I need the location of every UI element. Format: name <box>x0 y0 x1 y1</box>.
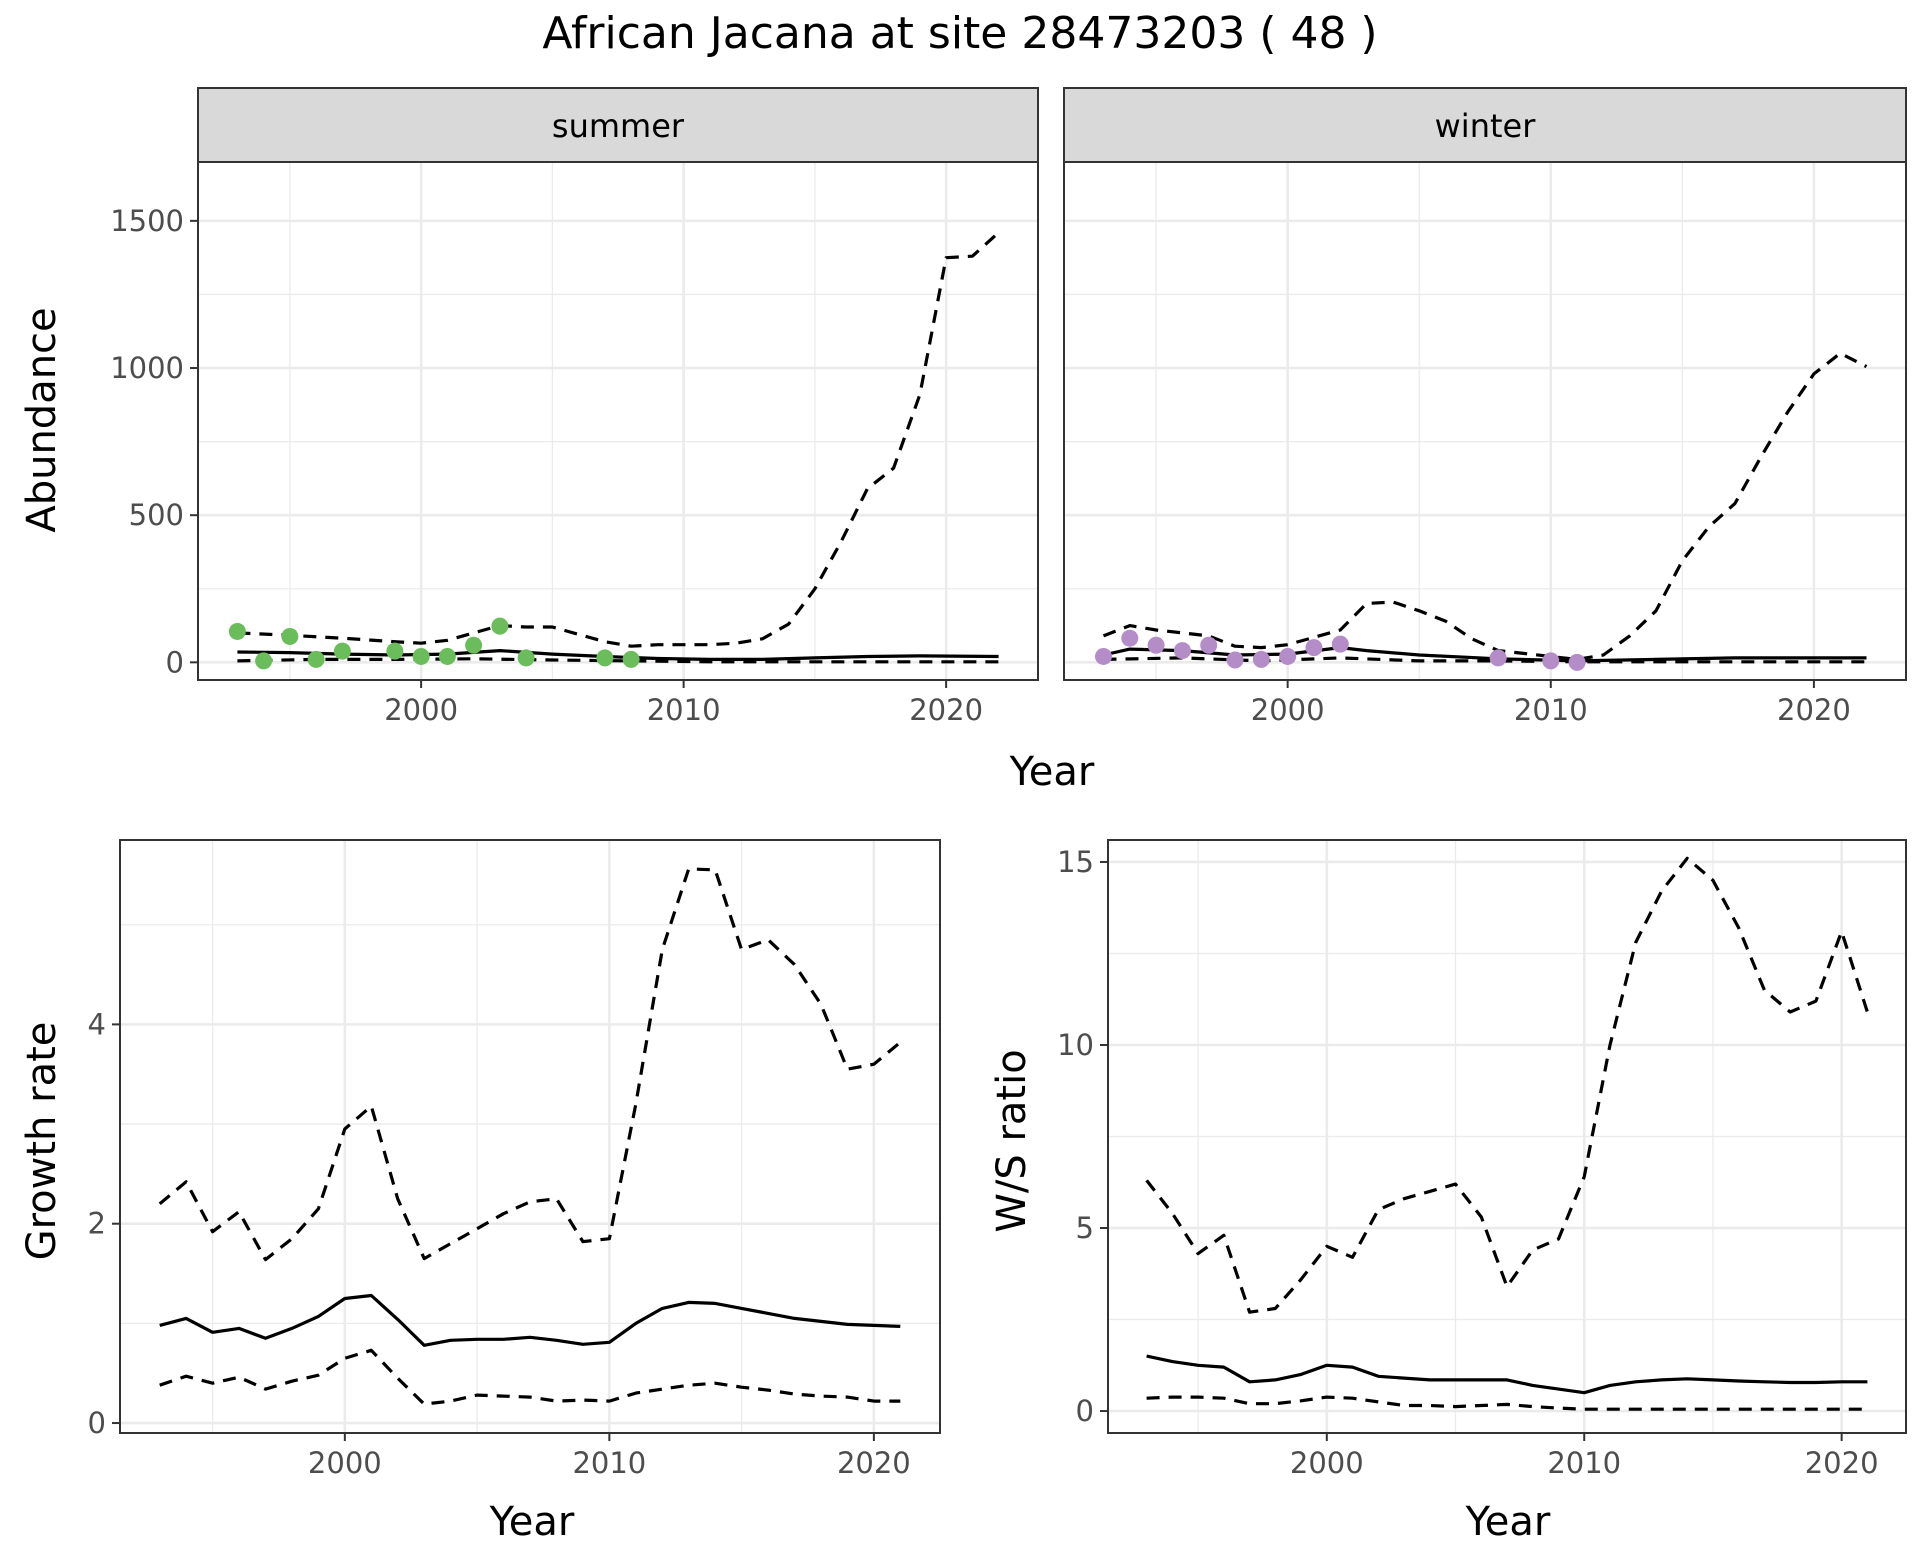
summer-y-tick-label: 1000 <box>110 351 184 385</box>
ratio-y-tick-label: 10 <box>1057 1028 1094 1062</box>
winter-data-point <box>1147 636 1165 654</box>
growth-x-tick-label: 2020 <box>837 1446 911 1480</box>
winter-data-point <box>1252 650 1270 668</box>
summer-data-point <box>386 642 404 660</box>
growth-y-tick-label: 0 <box>88 1406 106 1440</box>
ratio-dashed-line-1 <box>1145 856 1869 1314</box>
winter-plot-area: 2000 2010 2020 <box>1063 161 1907 727</box>
summer-data-point <box>465 636 483 654</box>
winter-data-point <box>1331 635 1349 653</box>
ratio-panel-border <box>1107 839 1907 1434</box>
summer-data-point <box>412 647 430 665</box>
growth-solid-line-0 <box>159 1293 901 1347</box>
ratio-y-tick-label: 5 <box>1076 1211 1094 1245</box>
summer-y-tick-label: 0 <box>166 645 184 679</box>
summer-data-point <box>622 650 640 668</box>
summer-strip-label: summer <box>552 107 685 145</box>
winter-data-point <box>1226 651 1244 669</box>
summer-data-point <box>438 647 456 665</box>
abundance-y-label: Abundance <box>19 307 65 532</box>
growth-x-tick-label: 2000 <box>308 1446 382 1480</box>
winter-strip <box>1063 87 1907 163</box>
ws-ratio-y-label: W/S ratio <box>989 1049 1035 1232</box>
summer-x-tick-label: 2000 <box>384 693 458 727</box>
growth-y-tick-label: 4 <box>88 1007 106 1041</box>
winter-data-point <box>1305 639 1323 657</box>
winter-data-point <box>1489 649 1507 667</box>
summer-plot-area: 2000 2010 2020 0 500 1000 1500 <box>110 161 1039 727</box>
winter-panel-border <box>1063 161 1907 681</box>
summer-x-tick-label: 2010 <box>647 693 721 727</box>
growth-rate-y-label: Growth rate <box>19 1022 65 1261</box>
ratio-x-tick-label: 2000 <box>1290 1446 1364 1480</box>
summer-data-point <box>307 650 325 668</box>
summer-y-tick-label: 500 <box>129 498 184 532</box>
summer-data-point <box>491 617 509 635</box>
winter-strip-label: winter <box>1435 107 1537 145</box>
ratio-dashed-line-2 <box>1146 1395 1868 1411</box>
summer-panel: summer 2000 2010 2020 0 500 1000 1500 <box>110 87 1039 727</box>
growth-rate-chart: 2000 2010 2020 0 2 4 Growth rate Year <box>19 839 941 1545</box>
winter-data-point <box>1094 647 1112 665</box>
winter-data-point <box>1200 636 1218 654</box>
growth-rate-x-label: Year <box>489 1499 575 1545</box>
summer-data-point <box>596 649 614 667</box>
growth-rate-plot-area: 2000 2010 2020 0 2 4 <box>88 839 941 1480</box>
ratio-x-tick-label: 2020 <box>1805 1446 1879 1480</box>
ratio-x-tick-label: 2010 <box>1547 1446 1621 1480</box>
summer-dashed-line-1 <box>237 231 1000 648</box>
winter-data-point <box>1279 647 1297 665</box>
summer-data-point <box>517 649 535 667</box>
summer-strip <box>197 87 1039 163</box>
ws-ratio-plot-area: 2000 2010 2020 0 5 10 15 <box>1057 839 1907 1480</box>
winter-x-tick-label: 2020 <box>1777 693 1851 727</box>
summer-y-tick-label: 1500 <box>110 204 184 238</box>
ratio-y-tick-label: 0 <box>1076 1394 1094 1428</box>
winter-data-point <box>1568 653 1586 671</box>
winter-data-point <box>1542 652 1560 670</box>
winter-dashed-line-1 <box>1102 351 1868 661</box>
abundance-chart: summer 2000 2010 2020 0 500 1000 1500 winter 2… <box>19 87 1907 795</box>
ratio-solid-line-0 <box>1146 1354 1868 1395</box>
growth-dashed-line-1 <box>158 867 902 1262</box>
growth-y-tick-label: 2 <box>88 1207 106 1241</box>
summer-data-point <box>255 652 273 670</box>
summer-data-point <box>281 627 299 645</box>
summer-data-point <box>228 622 246 640</box>
summer-panel-border <box>197 161 1039 681</box>
winter-x-tick-label: 2010 <box>1514 693 1588 727</box>
ratio-y-tick-label: 15 <box>1057 845 1094 879</box>
ws-ratio-chart: 2000 2010 2020 0 5 10 15 W/S ratio Year <box>989 839 1907 1545</box>
growth-x-tick-label: 2010 <box>572 1446 646 1480</box>
abundance-x-label: Year <box>1009 749 1095 795</box>
summer-x-tick-label: 2020 <box>909 693 983 727</box>
winter-x-tick-label: 2000 <box>1251 693 1325 727</box>
winter-data-point <box>1121 629 1139 647</box>
winter-panel: winter 2000 2010 2020 <box>1063 87 1907 727</box>
growth-panel-border <box>119 839 941 1434</box>
ws-ratio-x-label: Year <box>1465 1499 1551 1545</box>
summer-data-point <box>333 642 351 660</box>
growth-dashed-line-2 <box>159 1348 901 1406</box>
winter-data-point <box>1173 642 1191 660</box>
figure-title: African Jacana at site 28473203 ( 48 ) <box>542 8 1377 59</box>
